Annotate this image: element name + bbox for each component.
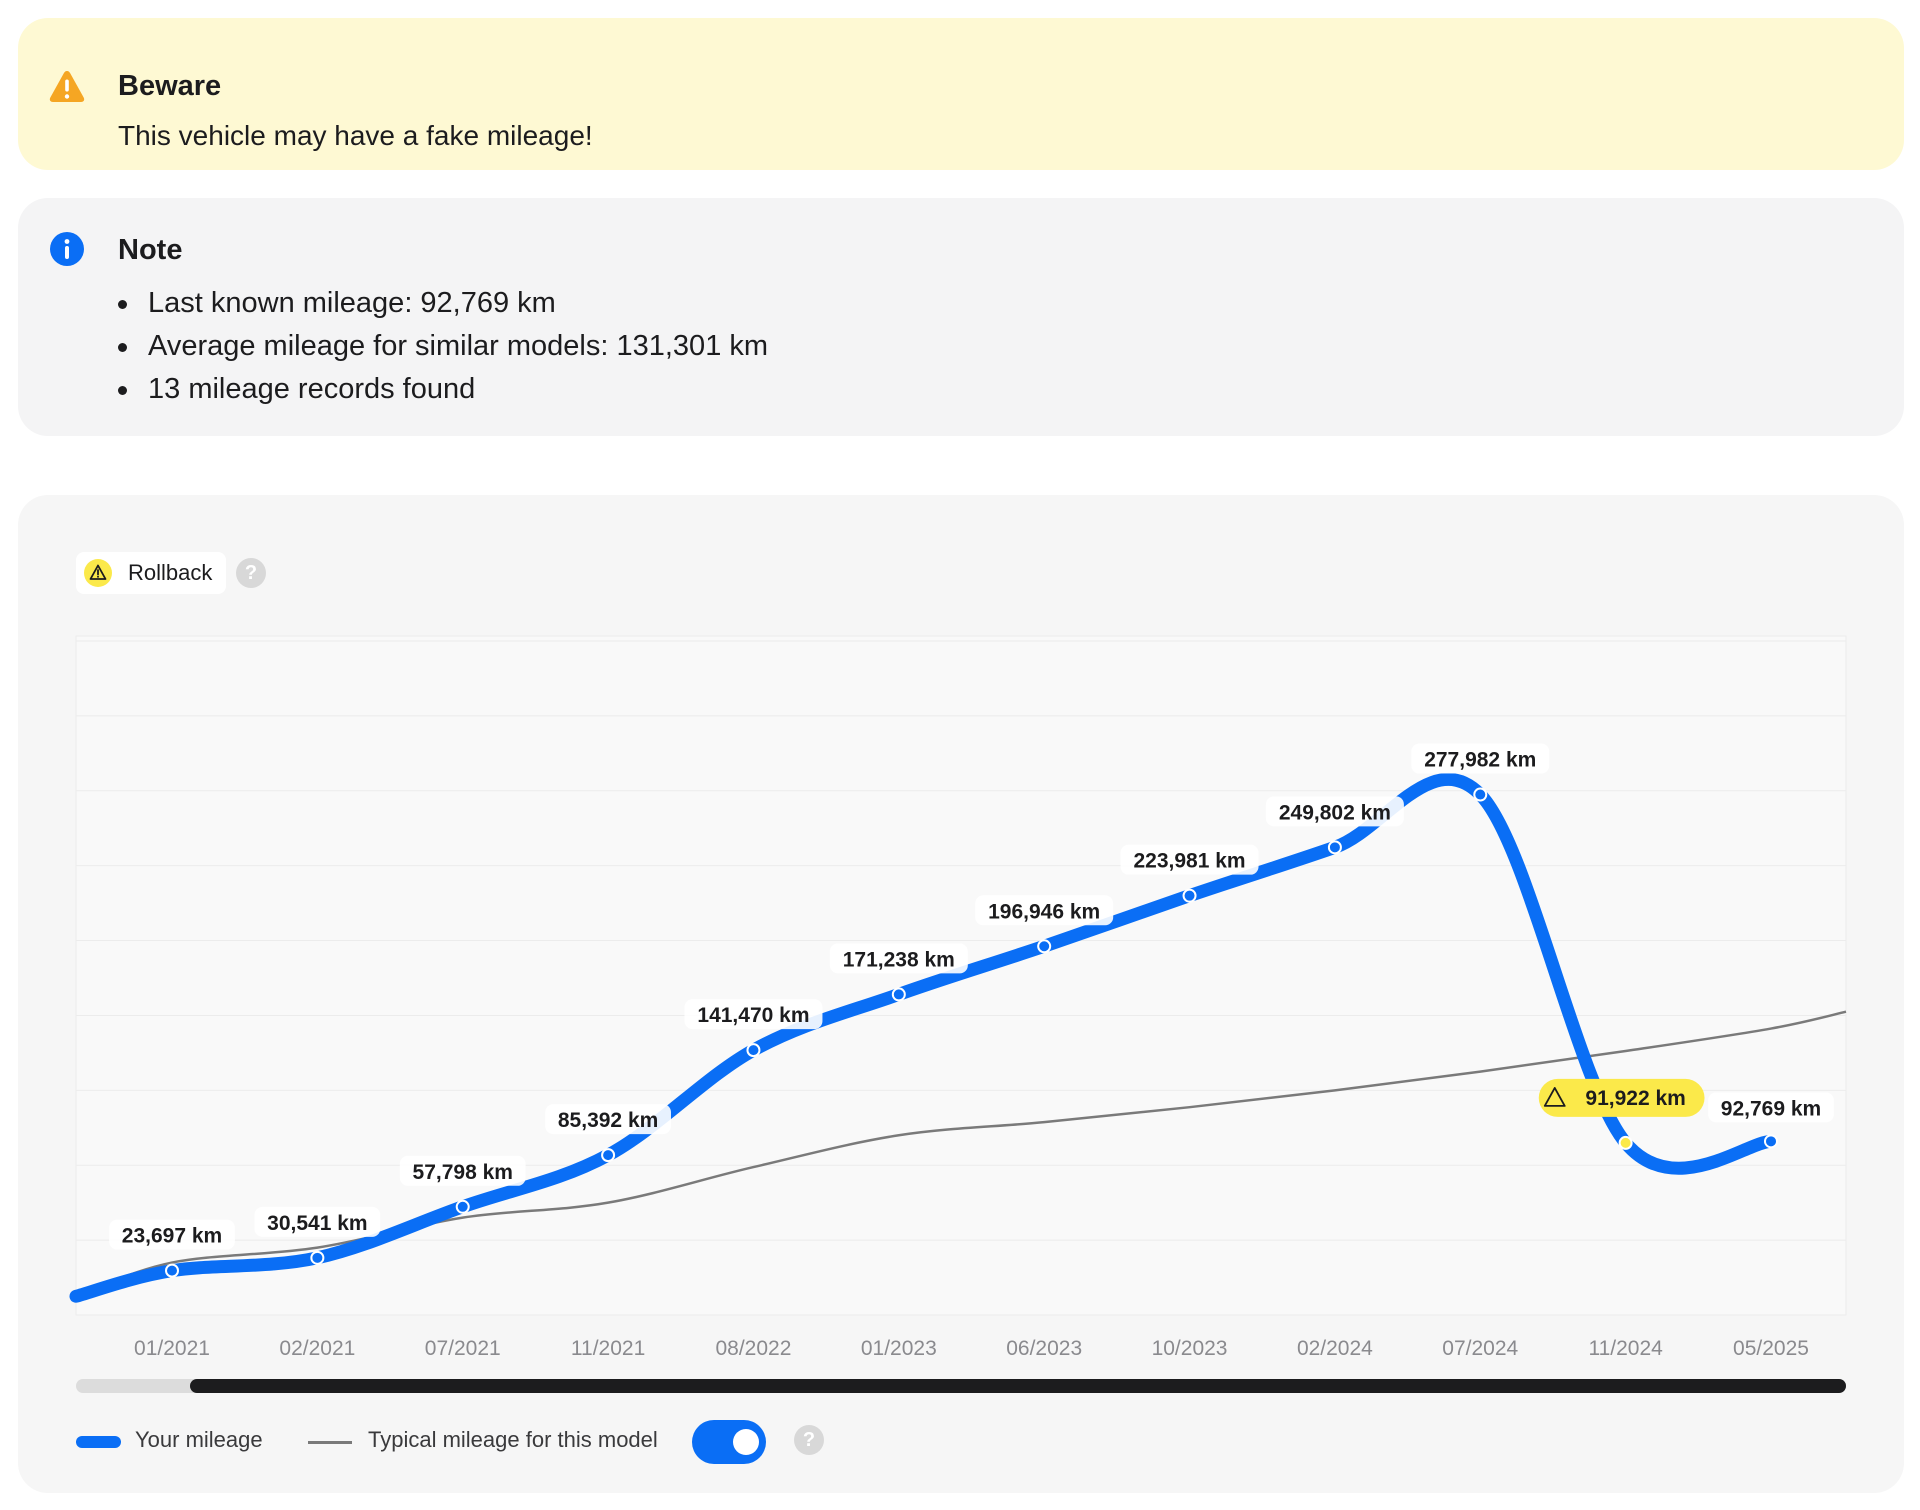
data-point (1182, 888, 1197, 903)
data-label: 57,798 km (413, 1161, 513, 1184)
x-tick-label: 10/2023 (1152, 1337, 1228, 1360)
x-tick-label: 11/2024 (1588, 1337, 1663, 1360)
data-point (1037, 939, 1052, 954)
mileage-chart-card: Rollback ? 23,697 km 30,541 km 57,798 km 85… (18, 495, 1904, 1493)
rollback-chip: Rollback (76, 552, 227, 594)
note-list: Last known mileage: 92,769 km Average mi… (118, 282, 768, 411)
mileage-chart: 23,697 km 30,541 km 57,798 km 85,392 km 141,… (69, 635, 1847, 1393)
data-label: 249,802 km (1279, 801, 1391, 824)
warning-triangle-icon (49, 71, 85, 102)
data-label: 171,238 km (843, 948, 955, 971)
data-label-bg (975, 895, 1114, 926)
x-tick-label: 07/2021 (425, 1337, 501, 1360)
data-label-bg (1120, 844, 1259, 875)
x-tick-label: 01/2021 (134, 1337, 210, 1360)
warning-alert: Beware This vehicle may have a fake mile… (18, 18, 1904, 170)
typical-mileage-toggle[interactable] (692, 1420, 766, 1464)
typical-mileage-line (75, 1010, 1847, 1298)
note-alert: Note Last known mileage: 92,769 km Avera… (18, 198, 1904, 436)
your-mileage-line (69, 773, 1778, 1303)
note-title: Note (118, 234, 183, 266)
data-label: 30,541 km (267, 1212, 367, 1235)
warning-title: Beware (118, 70, 222, 102)
data-label-bg (254, 1206, 381, 1237)
data-label-bg (684, 999, 823, 1030)
scrollbar-thumb[interactable] (190, 1379, 1846, 1393)
warning-triangle-icon (1543, 1087, 1566, 1107)
data-label: 196,946 km (988, 900, 1100, 923)
data-label-bg (545, 1104, 671, 1135)
rollback-label: 91,922 km (1538, 1078, 1705, 1117)
data-label: 92,769 km (1721, 1097, 1821, 1120)
rollback-label-bg (1538, 1078, 1705, 1117)
rollback-chip-label: Rollback (128, 560, 213, 585)
data-label-bg (399, 1155, 526, 1186)
x-tick-label: 08/2022 (715, 1337, 791, 1360)
x-tick-label: 06/2023 (1006, 1337, 1082, 1360)
legend-your-mileage-label: Your mileage (135, 1427, 263, 1452)
data-label-bg (829, 943, 968, 974)
legend-typical-mileage-swatch (308, 1441, 352, 1444)
legend-your-mileage-swatch (76, 1436, 121, 1448)
x-tick-label: 01/2023 (861, 1337, 937, 1360)
data-point (601, 1148, 616, 1163)
data-label-bg (1708, 1092, 1834, 1123)
warning-message: This vehicle may have a fake mileage! (118, 120, 593, 151)
data-label-bg (1411, 743, 1550, 774)
data-label: 223,981 km (1133, 850, 1245, 873)
data-label-bg (1265, 796, 1404, 827)
x-tick-label: 07/2024 (1442, 1337, 1518, 1360)
data-point (1327, 840, 1342, 855)
toggle-knob (733, 1429, 759, 1455)
data-point (1764, 1134, 1778, 1149)
data-point (891, 987, 906, 1002)
x-tick-label: 11/2021 (571, 1337, 645, 1360)
data-label: 23,697 km (122, 1225, 222, 1248)
data-label: 141,470 km (697, 1004, 809, 1027)
x-tick-label: 02/2024 (1297, 1337, 1373, 1360)
data-point (455, 1199, 470, 1214)
legend-typical-mileage-label: Typical mileage for this model (368, 1427, 658, 1452)
data-point (310, 1250, 325, 1265)
x-tick-label: 05/2025 (1733, 1337, 1809, 1360)
data-point (1473, 787, 1488, 802)
data-point (1618, 1135, 1633, 1150)
data-label-bg (109, 1219, 235, 1250)
legend-help-icon[interactable]: ? (794, 1425, 824, 1455)
data-label: 277,982 km (1424, 749, 1536, 772)
warning-triangle-icon (84, 559, 112, 587)
x-tick-label: 02/2021 (279, 1337, 355, 1360)
data-point (746, 1043, 761, 1058)
note-item-last-mileage: Last known mileage: 92,769 km (118, 282, 768, 325)
note-item-records-count: 13 mileage records found (118, 368, 768, 411)
data-label: 91,922 km (1585, 1087, 1685, 1110)
rollback-help-icon[interactable]: ? (236, 558, 266, 588)
data-point (165, 1263, 179, 1278)
data-label: 85,392 km (558, 1109, 658, 1132)
info-icon (50, 232, 84, 266)
note-item-average-mileage: Average mileage for similar models: 131,… (118, 325, 768, 368)
